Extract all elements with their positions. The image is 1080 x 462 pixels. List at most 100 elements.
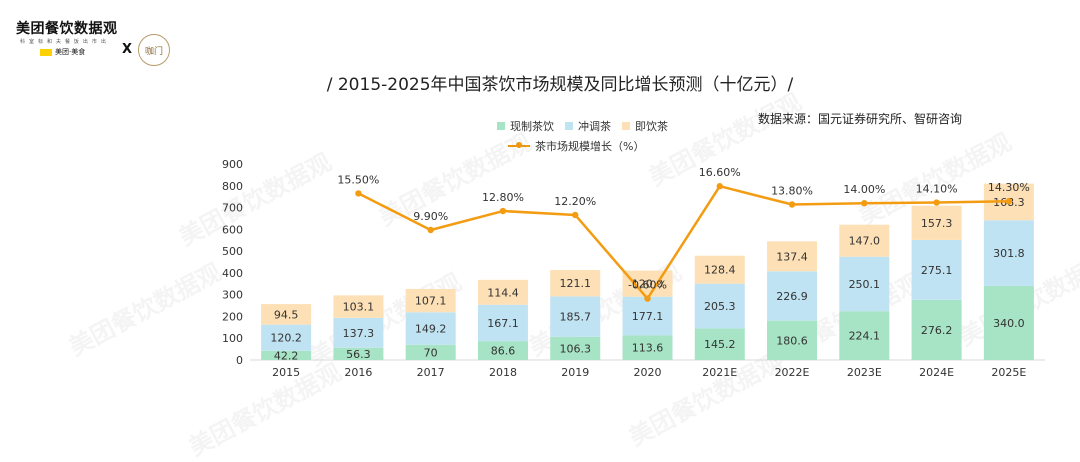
- brand-logo: 美团餐饮数据观 科 室 标 和 夫 餐 饭 出 市 出 美团·美食 X 咖门: [14, 14, 170, 66]
- bar-label-2-3: 114.4: [487, 286, 519, 299]
- legend-swatch-1: [565, 122, 573, 130]
- growth-point-0: [355, 190, 362, 197]
- y-tick-label: 600: [222, 223, 243, 236]
- bar-label-2-8: 147.0: [849, 235, 881, 248]
- y-tick-label: 800: [222, 180, 243, 193]
- bar-1-9: [911, 239, 962, 300]
- bar-1-10: [983, 220, 1034, 286]
- bar-1-1: [333, 317, 384, 348]
- x-tick-label: 2021E: [702, 366, 737, 379]
- bar-label-2-1: 103.1: [343, 301, 375, 314]
- bar-0-3: [477, 341, 528, 360]
- meituan-chip-icon: [40, 48, 52, 56]
- legend-swatch-2: [622, 122, 630, 130]
- bar-1-3: [477, 304, 528, 342]
- bar-2-6: [694, 255, 745, 284]
- bar-label-1-9: 275.1: [921, 264, 953, 277]
- bar-label-1-1: 137.3: [343, 327, 375, 340]
- bar-0-9: [911, 299, 962, 360]
- chart-title: / 2015-2025年中国茶饮市场规模及同比增长预测（十亿元）/: [326, 75, 794, 95]
- collab-x: X: [122, 42, 133, 57]
- growth-point-4: [644, 295, 651, 302]
- growth-label-9: 14.30%: [988, 181, 1030, 194]
- legend-bars: 现制茶饮 冲调茶 即饮茶: [497, 118, 668, 134]
- bar-0-4: [550, 336, 601, 360]
- x-tick-label: 2024E: [919, 366, 954, 379]
- bar-label-2-2: 107.1: [415, 295, 447, 308]
- logo-brand-text: 美团·美食: [55, 48, 86, 56]
- bar-label-2-7: 137.4: [776, 250, 808, 263]
- growth-point-5: [716, 183, 723, 190]
- y-tick-label: 700: [222, 202, 243, 215]
- bar-1-0: [261, 324, 312, 351]
- legend-label-1: 冲调茶: [578, 120, 611, 133]
- growth-label-3: 12.20%: [554, 195, 596, 208]
- growth-label-7: 14.00%: [843, 183, 885, 196]
- bar-2-4: [550, 270, 601, 297]
- bar-label-1-6: 205.3: [704, 300, 736, 313]
- bar-2-7: [767, 241, 818, 272]
- y-tick-label: 100: [222, 332, 243, 345]
- bar-label-2-9: 157.3: [921, 217, 953, 230]
- growth-label-5: 16.60%: [699, 166, 741, 179]
- growth-point-8: [933, 199, 940, 206]
- bar-label-0-7: 180.6: [776, 334, 808, 347]
- bar-0-8: [839, 311, 890, 360]
- bar-label-0-5: 113.6: [632, 342, 664, 355]
- bar-label-0-1: 56.3: [346, 348, 371, 361]
- legend-line: 茶市场规模增长（%）: [508, 138, 644, 154]
- bar-label-2-0: 94.5: [274, 308, 299, 321]
- x-tick-label: 2025E: [991, 366, 1026, 379]
- bar-2-2: [405, 288, 456, 313]
- bar-0-7: [767, 320, 818, 360]
- bar-0-5: [622, 335, 673, 360]
- bar-label-2-6: 128.4: [704, 264, 736, 277]
- x-tick-label: 2020: [634, 366, 662, 379]
- bar-0-10: [983, 285, 1034, 360]
- bar-label-0-8: 224.1: [849, 330, 881, 343]
- logo-main-text: 美团餐饮数据观: [16, 21, 118, 37]
- bar-2-1: [333, 295, 384, 318]
- bar-label-0-4: 106.3: [559, 342, 591, 355]
- y-tick-label: 0: [236, 354, 243, 367]
- bar-0-2: [405, 344, 456, 360]
- bar-label-0-0: 42.2: [274, 349, 299, 362]
- bar-1-4: [550, 296, 601, 337]
- y-tick-label: 500: [222, 245, 243, 258]
- x-tick-label: 2022E: [775, 366, 810, 379]
- bar-label-1-2: 149.2: [415, 323, 447, 336]
- data-source: 数据来源：国元证券研究所、智研咨询: [758, 112, 963, 126]
- bar-1-5: [622, 296, 673, 336]
- bar-1-6: [694, 283, 745, 329]
- y-tick-label: 200: [222, 310, 243, 323]
- bar-label-1-4: 185.7: [559, 311, 591, 324]
- bar-label-0-9: 276.2: [921, 324, 953, 337]
- bar-label-1-7: 226.9: [776, 290, 808, 303]
- bar-2-0: [261, 304, 312, 325]
- x-tick-label: 2023E: [847, 366, 882, 379]
- legend-label-2: 即饮茶: [635, 120, 668, 133]
- bar-label-1-10: 301.8: [993, 247, 1025, 260]
- legend-line-marker: [508, 142, 530, 148]
- growth-point-6: [788, 201, 796, 208]
- bar-label-0-3: 86.6: [491, 345, 516, 358]
- bar-1-8: [839, 256, 890, 312]
- growth-point-2: [499, 207, 507, 215]
- bar-label-1-0: 120.2: [270, 332, 302, 345]
- y-tick-label: 400: [222, 267, 243, 280]
- logo-brand: 美团·美食: [40, 47, 85, 57]
- x-tick-label: 2016: [344, 366, 372, 379]
- bar-0-1: [333, 347, 384, 360]
- x-tick-label: 2015: [272, 366, 300, 379]
- bar-label-0-10: 340.0: [993, 317, 1025, 330]
- growth-label-1: 9.90%: [413, 210, 448, 223]
- growth-label-4: -0.60%: [628, 279, 667, 292]
- y-tick-label: 300: [222, 289, 243, 302]
- bar-label-0-2: 70: [424, 346, 438, 359]
- growth-point-1: [427, 226, 434, 234]
- growth-label-8: 14.10%: [916, 183, 958, 196]
- growth-point-9: [1005, 198, 1013, 205]
- bar-1-7: [767, 271, 818, 321]
- bar-label-1-8: 250.1: [849, 278, 881, 291]
- legend-label-0: 现制茶饮: [510, 120, 554, 133]
